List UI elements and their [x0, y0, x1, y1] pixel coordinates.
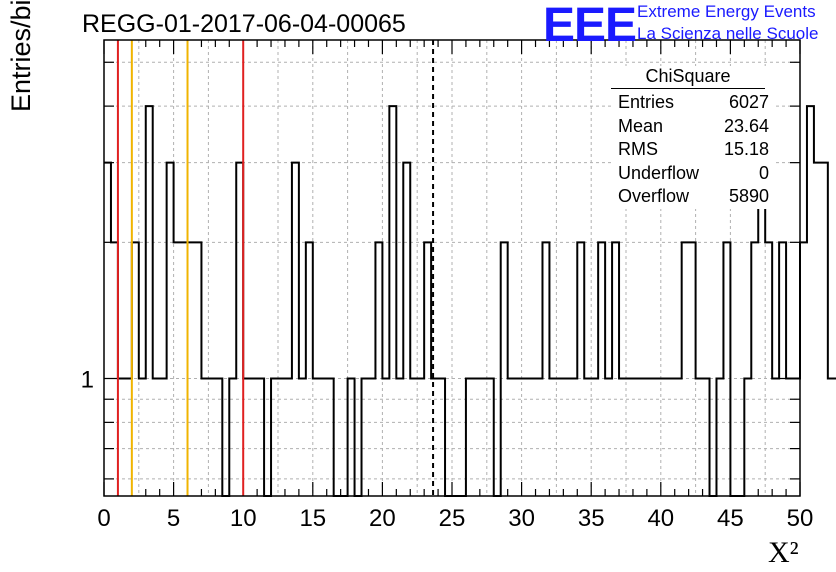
- stats-value: 0: [758, 162, 769, 183]
- x-tick-label: 25: [439, 505, 466, 532]
- stats-row-overflow: Overflow 5890: [611, 185, 775, 209]
- stats-value: 23.64: [723, 115, 769, 136]
- tick-labels: 0 5 10 15 20 25 30 35 40 45 50 1: [81, 367, 814, 532]
- stats-value: 15.18: [723, 139, 769, 159]
- stats-title: ChiSquare: [611, 66, 765, 89]
- x-tick-label: 20: [369, 505, 396, 532]
- logo-line-1: Extreme Energy Events: [637, 2, 816, 21]
- marker-lines: [116, 40, 435, 496]
- y-axis-label: Entries/bin: [6, 0, 36, 112]
- stats-row-entries: Entries 6027: [611, 91, 775, 115]
- x-tick-label: 30: [508, 505, 535, 532]
- x-tick-label: 15: [299, 505, 326, 532]
- x-tick-label: 0: [97, 505, 110, 532]
- stats-label: Mean: [618, 115, 664, 136]
- stats-row-rms: RMS 15.18: [611, 138, 775, 162]
- x-tick-label: 40: [647, 505, 674, 532]
- stats-row-mean: Mean 23.64: [611, 115, 775, 139]
- grid-layer: [104, 40, 800, 496]
- stats-label: Overflow: [618, 186, 690, 206]
- x-axis-label: X²: [768, 536, 799, 569]
- histogram-outline: [104, 105, 836, 497]
- logo-line-2: La Scienza nelle Scuole: [637, 24, 819, 43]
- x-tick-label: 50: [787, 505, 814, 532]
- stats-label: RMS: [618, 139, 658, 159]
- chart-title: REGG-01-2017-06-04-00065: [82, 10, 406, 38]
- x-tick-label: 45: [717, 505, 744, 532]
- plot-frame: [103, 39, 801, 497]
- eee-logo: EEE: [543, 0, 637, 52]
- stats-value: 5890: [728, 186, 769, 206]
- stats-box: ChiSquare Entries 6027 Mean 23.64 RMS 15…: [611, 66, 775, 209]
- x-tick-label: 5: [167, 505, 180, 532]
- stats-value: 6027: [728, 92, 769, 112]
- x-tick-label: 35: [578, 505, 605, 532]
- stats-row-underflow: Underflow 0: [611, 162, 775, 186]
- stats-label: Underflow: [618, 162, 700, 183]
- stats-label: Entries: [618, 92, 675, 112]
- x-tick-label: 10: [230, 505, 257, 532]
- y-tick-label: 1: [81, 367, 94, 394]
